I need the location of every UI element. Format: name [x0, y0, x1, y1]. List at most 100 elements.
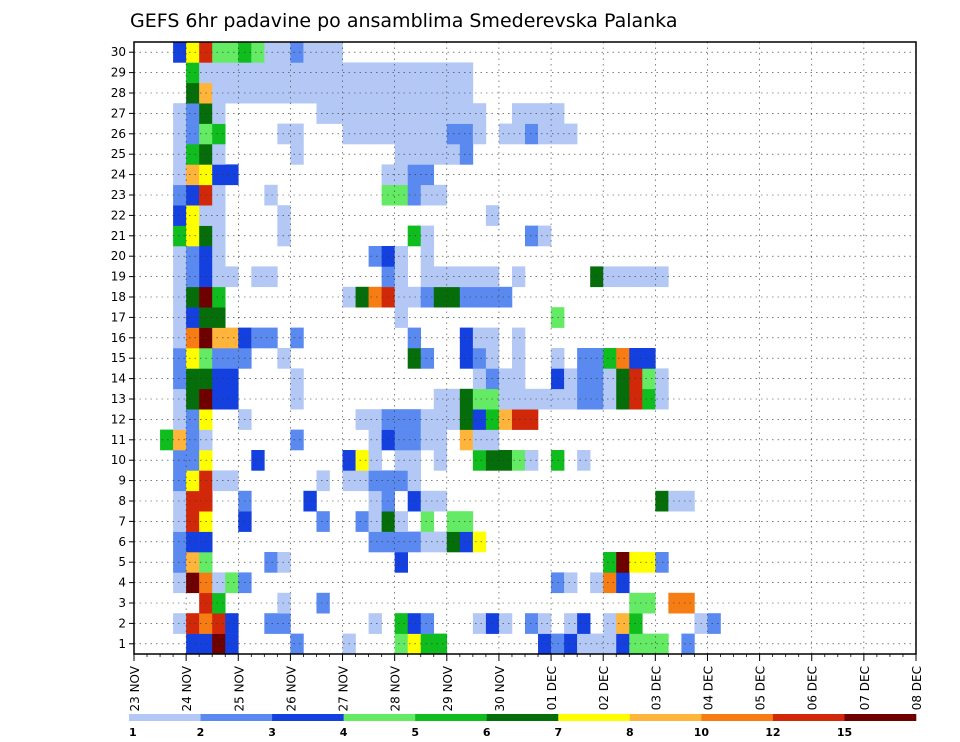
y-tick-label: 11	[111, 433, 126, 447]
heatmap-cell	[355, 82, 369, 104]
heatmap-cell	[290, 368, 304, 390]
y-tick-label: 24	[111, 168, 126, 182]
heatmap-cell	[472, 388, 487, 410]
heatmap-cell	[173, 511, 187, 532]
heatmap-cell	[525, 450, 539, 471]
heatmap-cell	[355, 123, 369, 145]
heatmap-cell	[525, 123, 539, 145]
colorbar-swatch	[844, 714, 917, 721]
heatmap-cell	[355, 286, 369, 308]
heatmap-cell	[538, 633, 552, 655]
heatmap-cell	[407, 62, 422, 84]
x-tick-label: 27 NOV	[337, 665, 351, 711]
heatmap-cell	[420, 490, 435, 512]
heatmap-cell	[290, 429, 304, 451]
colorbar-swatch	[772, 714, 845, 721]
heatmap-cell	[277, 62, 291, 84]
heatmap-cell	[173, 307, 187, 328]
heatmap-cell	[290, 42, 304, 63]
heatmap-cell	[212, 388, 226, 410]
heatmap-cell	[681, 633, 695, 655]
heatmap-cell	[394, 144, 408, 165]
colorbar-tick-label: 10	[694, 726, 710, 739]
heatmap-cell	[472, 613, 487, 634]
heatmap-cell	[420, 246, 435, 267]
heatmap-cell	[355, 409, 369, 430]
heatmap-cell	[329, 42, 343, 63]
chart-title: GEFS 6hr padavine po ansamblima Smederev…	[130, 10, 677, 32]
heatmap-cell	[355, 511, 369, 532]
heatmap-cell	[173, 327, 187, 349]
heatmap-cell	[577, 613, 591, 634]
heatmap-cell	[394, 103, 408, 124]
heatmap-cell	[251, 42, 265, 63]
heatmap-cell	[655, 552, 669, 573]
heatmap-cell	[433, 184, 448, 206]
heatmap-cell	[472, 103, 487, 124]
heatmap-cell	[407, 450, 422, 471]
heatmap-cell	[316, 103, 330, 124]
heatmap-cell	[355, 103, 369, 124]
heatmap-cell	[186, 123, 200, 145]
heatmap-cell	[329, 82, 343, 104]
heatmap-cell	[394, 307, 408, 328]
heatmap-cell	[212, 613, 226, 634]
heatmap-cell	[407, 348, 422, 369]
y-tick-label: 25	[111, 147, 126, 161]
heatmap-cell	[407, 123, 422, 145]
x-tick-label: 08 DEC	[910, 666, 924, 710]
y-tick-label: 30	[111, 45, 126, 59]
heatmap-cell	[420, 103, 435, 124]
heatmap-cell	[186, 450, 200, 471]
heatmap-cell	[459, 62, 474, 84]
heatmap-cell	[420, 123, 435, 145]
heatmap-cell	[186, 184, 200, 206]
heatmap-cell	[186, 225, 200, 247]
heatmap-cell	[603, 266, 617, 288]
heatmap-cell	[616, 552, 630, 573]
heatmap-cell	[459, 429, 474, 451]
heatmap-cell	[616, 266, 630, 288]
colorbar-tick-label: 6	[483, 726, 491, 739]
heatmap-cell	[290, 327, 304, 349]
heatmap-cell	[368, 511, 382, 532]
heatmap-cell	[316, 42, 330, 63]
heatmap-cell	[394, 123, 408, 145]
heatmap-cell	[394, 286, 408, 308]
y-tick-label: 19	[111, 270, 126, 284]
heatmap-cell	[525, 388, 539, 410]
heatmap-cell	[394, 511, 408, 532]
heatmap-cell	[603, 613, 617, 634]
heatmap-cell	[394, 184, 408, 206]
heatmap-cell	[459, 531, 474, 553]
heatmap-cell	[707, 613, 721, 634]
heatmap-cell	[225, 164, 239, 186]
heatmap-cell	[277, 82, 291, 104]
heatmap-cell	[225, 327, 239, 349]
heatmap-cell	[498, 123, 513, 145]
y-tick-label: 16	[111, 331, 126, 345]
heatmap-cell	[290, 123, 304, 145]
colorbar-tick-label: 15	[837, 726, 852, 739]
heatmap-cell	[173, 184, 187, 206]
heatmap-cell	[355, 450, 369, 471]
heatmap-cell	[186, 409, 200, 430]
heatmap-cell	[173, 429, 187, 451]
heatmap-cell	[160, 429, 174, 451]
heatmap-cell	[368, 246, 382, 267]
heatmap-cell	[251, 327, 265, 349]
heatmap-cell	[433, 450, 448, 471]
heatmap-cell	[681, 490, 695, 512]
heatmap-cell	[173, 450, 187, 471]
heatmap-cell	[277, 123, 291, 145]
heatmap-cell	[212, 633, 226, 655]
colorbar-swatch	[129, 714, 201, 721]
heatmap-cell	[668, 490, 682, 512]
y-tick-label: 28	[111, 86, 126, 100]
heatmap-cell	[186, 552, 200, 573]
heatmap-cell	[603, 368, 617, 390]
heatmap-cell	[603, 633, 617, 655]
y-tick-label: 23	[111, 188, 126, 202]
heatmap-cell	[459, 82, 474, 104]
heatmap-cell	[290, 388, 304, 410]
